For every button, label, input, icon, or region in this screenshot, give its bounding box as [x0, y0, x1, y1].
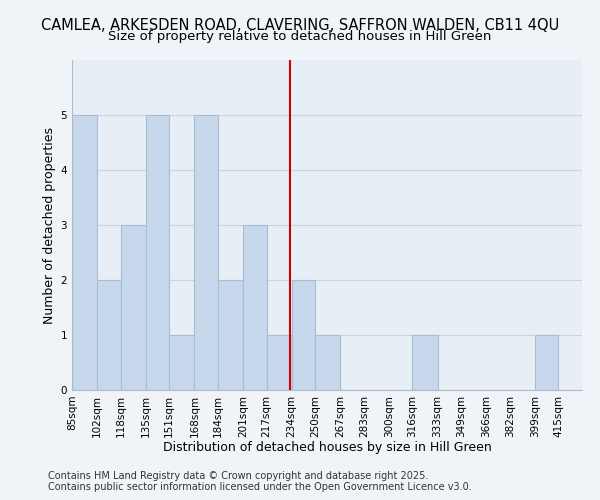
Bar: [243, 225, 266, 390]
Bar: [169, 335, 194, 390]
X-axis label: Distribution of detached houses by size in Hill Green: Distribution of detached houses by size …: [163, 441, 491, 454]
Text: Contains HM Land Registry data © Crown copyright and database right 2025.
Contai: Contains HM Land Registry data © Crown c…: [48, 471, 472, 492]
Text: CAMLEA, ARKESDEN ROAD, CLAVERING, SAFFRON WALDEN, CB11 4QU: CAMLEA, ARKESDEN ROAD, CLAVERING, SAFFRO…: [41, 18, 559, 32]
Bar: [146, 115, 169, 390]
Bar: [266, 335, 292, 390]
Bar: [412, 335, 437, 390]
Bar: [194, 115, 218, 390]
Bar: [535, 335, 559, 390]
Bar: [218, 280, 243, 390]
Bar: [121, 225, 146, 390]
Bar: [72, 115, 97, 390]
Text: Size of property relative to detached houses in Hill Green: Size of property relative to detached ho…: [109, 30, 491, 43]
Y-axis label: Number of detached properties: Number of detached properties: [43, 126, 56, 324]
Bar: [292, 280, 315, 390]
Bar: [97, 280, 121, 390]
Bar: [315, 335, 340, 390]
